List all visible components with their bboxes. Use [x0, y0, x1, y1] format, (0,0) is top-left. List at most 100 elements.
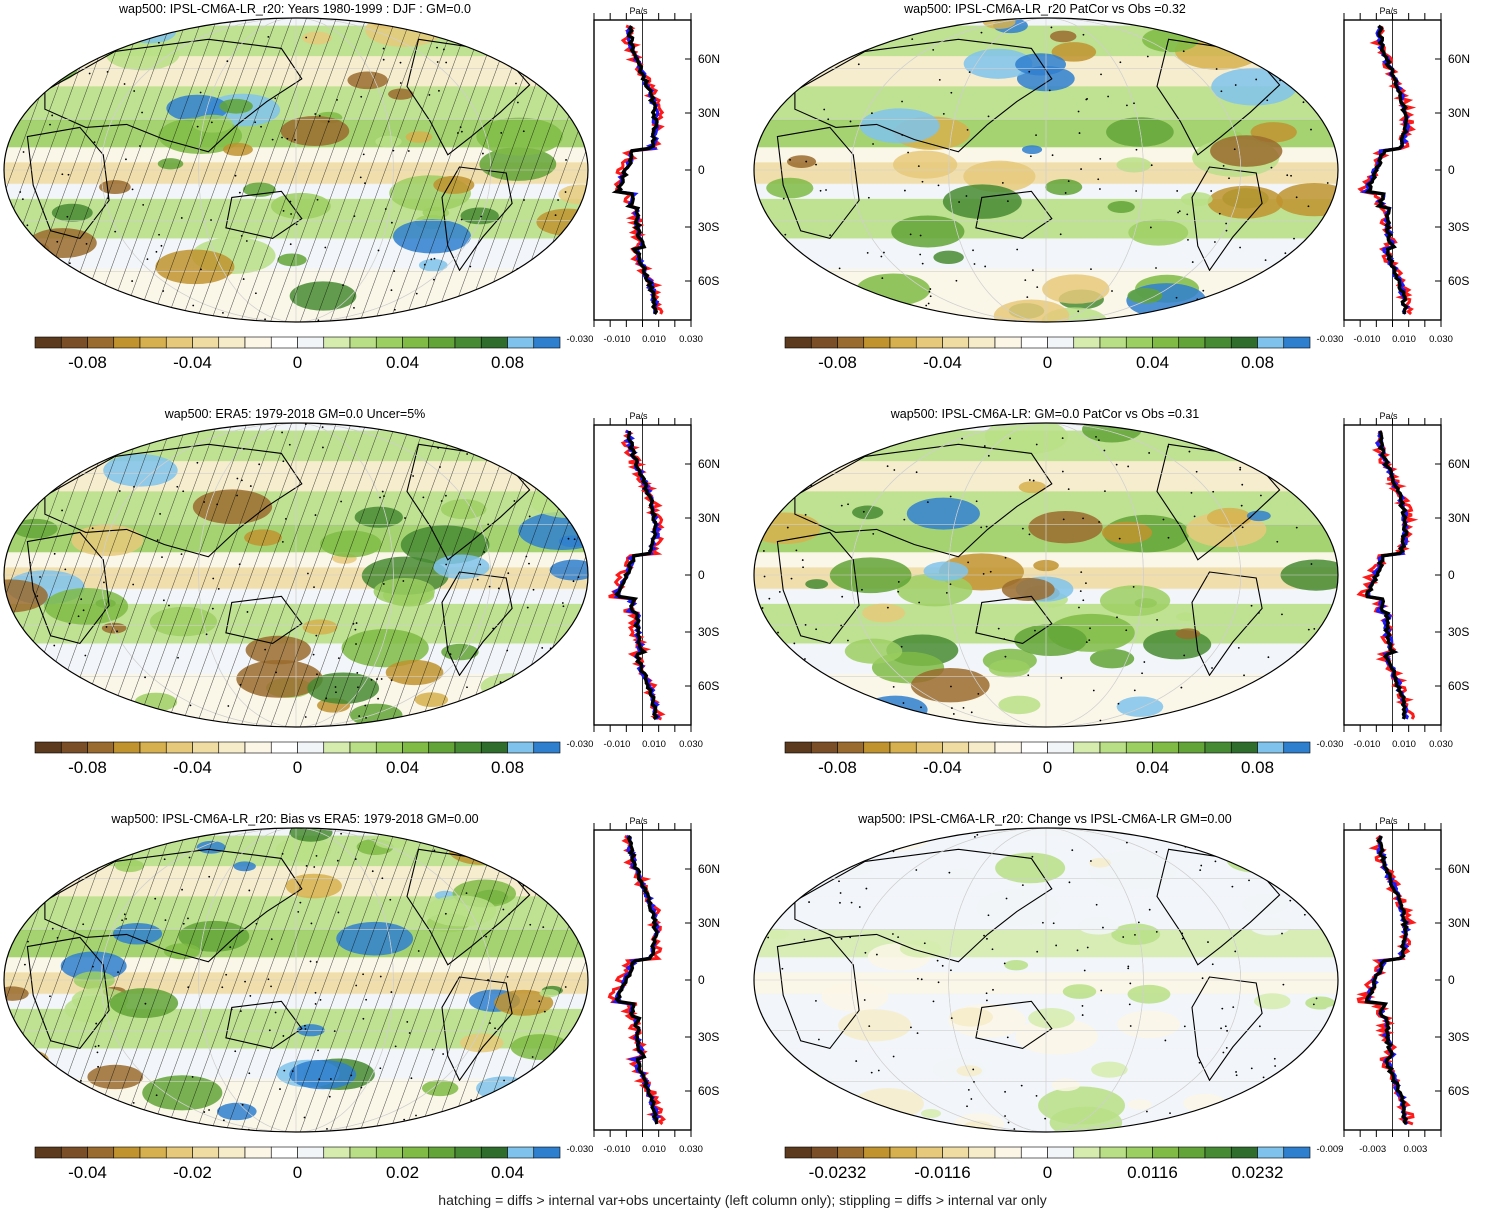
- colorbar-tick-label: 0: [293, 353, 302, 372]
- profile-unit: Pa/s: [1379, 816, 1398, 826]
- colorbar-tick-label: 0: [293, 758, 302, 777]
- colorbar-swatch: [429, 1147, 455, 1158]
- profile-unit: Pa/s: [629, 411, 648, 421]
- colorbar-swatch: [943, 742, 969, 753]
- colorbar-swatch: [35, 742, 61, 753]
- colorbar-swatch: [1100, 1147, 1126, 1158]
- profile-lat-label: 30S: [698, 625, 719, 639]
- map-field: [0, 810, 619, 1150]
- panel-title: wap500: IPSL-CM6A-LR: GM=0.0 PatCor vs O…: [750, 407, 1340, 421]
- map-field: [0, 405, 613, 745]
- profile-xtick-label: 0.010: [642, 334, 666, 345]
- colorbar-swatch: [455, 742, 481, 753]
- profile-lat-label: 30N: [1448, 106, 1470, 120]
- colorbar-swatch: [403, 1147, 429, 1158]
- colorbar-swatch: [140, 742, 166, 753]
- colorbar-swatch: [995, 337, 1021, 348]
- colorbar-tick-label: -0.08: [68, 353, 107, 372]
- profile-xtick-label: -0.010: [604, 739, 631, 750]
- colorbar-swatch: [429, 337, 455, 348]
- colorbar-swatch: [1153, 1147, 1179, 1158]
- profile-xtick-label: -0.030: [567, 739, 594, 750]
- colorbar-tick-label: -0.0232: [809, 1163, 867, 1182]
- colorbar-swatch: [1126, 337, 1152, 348]
- profile-xtick-label: 0.030: [1429, 334, 1453, 345]
- colorbar-swatch: [1074, 1147, 1100, 1158]
- colorbar-swatch: [35, 337, 61, 348]
- colorbar-swatch: [1179, 742, 1205, 753]
- colorbar-swatch: [193, 337, 219, 348]
- colorbar-swatch: [166, 337, 192, 348]
- colorbar-tick-label: 0.04: [386, 353, 419, 372]
- colorbar-swatch: [61, 742, 87, 753]
- colorbar-swatch: [324, 742, 350, 753]
- profile-lat-label: 60S: [1448, 1084, 1469, 1098]
- colorbar-tick-label: -0.04: [923, 353, 962, 372]
- colorbar-swatch: [455, 337, 481, 348]
- profile-lat-label: 0: [698, 163, 705, 177]
- colorbar-swatch: [403, 337, 429, 348]
- colorbar-tick-label: -0.08: [818, 353, 857, 372]
- profile-lat-label: 30N: [1448, 916, 1470, 930]
- colorbar-tick-label: -0.04: [173, 758, 212, 777]
- profile-lat-label: 30S: [698, 1030, 719, 1044]
- colorbar-swatch: [1258, 742, 1284, 753]
- colorbar-swatch: [1100, 337, 1126, 348]
- colorbar-tick-label: -0.04: [173, 353, 212, 372]
- colorbar-swatch: [785, 1147, 811, 1158]
- colorbar-swatch: [350, 1147, 376, 1158]
- colorbar-swatch: [193, 1147, 219, 1158]
- profile-lat-label: 30N: [1448, 511, 1470, 525]
- colorbar-swatch: [481, 1147, 507, 1158]
- profile-unit: Pa/s: [629, 6, 648, 16]
- coastline: [506, 432, 547, 459]
- profile-xtick-label: 0.010: [642, 739, 666, 750]
- profile-lat-label: 0: [698, 973, 705, 987]
- colorbar-swatch: [508, 337, 534, 348]
- colorbar-swatch: [350, 742, 376, 753]
- colorbar-tick-label: 0.02: [386, 1163, 419, 1182]
- colorbar-swatch: [916, 742, 942, 753]
- hatching: [0, 0, 600, 340]
- profile-xtick-label: 0.010: [1392, 334, 1416, 345]
- colorbar-swatch: [219, 742, 245, 753]
- profile-lat-label: 30S: [698, 220, 719, 234]
- profile-lat-label: 30N: [698, 106, 720, 120]
- colorbar-swatch: [838, 337, 864, 348]
- colorbar-swatch: [534, 742, 560, 753]
- profile-lat-label: 60N: [698, 457, 720, 471]
- colorbar-swatch: [140, 337, 166, 348]
- colorbar-swatch: [481, 337, 507, 348]
- colorbar-tick-label: -0.02: [173, 1163, 212, 1182]
- colorbar-tick-label: 0: [1043, 758, 1052, 777]
- colorbar-swatch: [166, 1147, 192, 1158]
- colorbar-swatch: [943, 1147, 969, 1158]
- colorbar-swatch: [1021, 1147, 1047, 1158]
- panel-title: wap500: IPSL-CM6A-LR_r20 PatCor vs Obs =…: [750, 2, 1340, 16]
- colorbar-swatch: [508, 742, 534, 753]
- colorbar-swatch: [969, 742, 995, 753]
- colorbar-swatch: [1126, 742, 1152, 753]
- profile-xtick-label: 0.030: [679, 334, 703, 345]
- colorbar-swatch: [481, 742, 507, 753]
- panel-title: wap500: IPSL-CM6A-LR_r20: Years 1980-199…: [0, 2, 590, 16]
- panel-title: wap500: IPSL-CM6A-LR_r20: Change vs IPSL…: [750, 812, 1340, 826]
- colorbar-swatch: [890, 337, 916, 348]
- colorbar-swatch: [88, 337, 114, 348]
- colorbar-swatch: [864, 337, 890, 348]
- profile-xtick-label: -0.010: [604, 1144, 631, 1155]
- colorbar-swatch: [995, 742, 1021, 753]
- colorbar-swatch: [811, 337, 837, 348]
- profile-xtick-label: -0.003: [1359, 1144, 1386, 1155]
- profile-lat-label: 60S: [1448, 679, 1469, 693]
- colorbar-swatch: [890, 742, 916, 753]
